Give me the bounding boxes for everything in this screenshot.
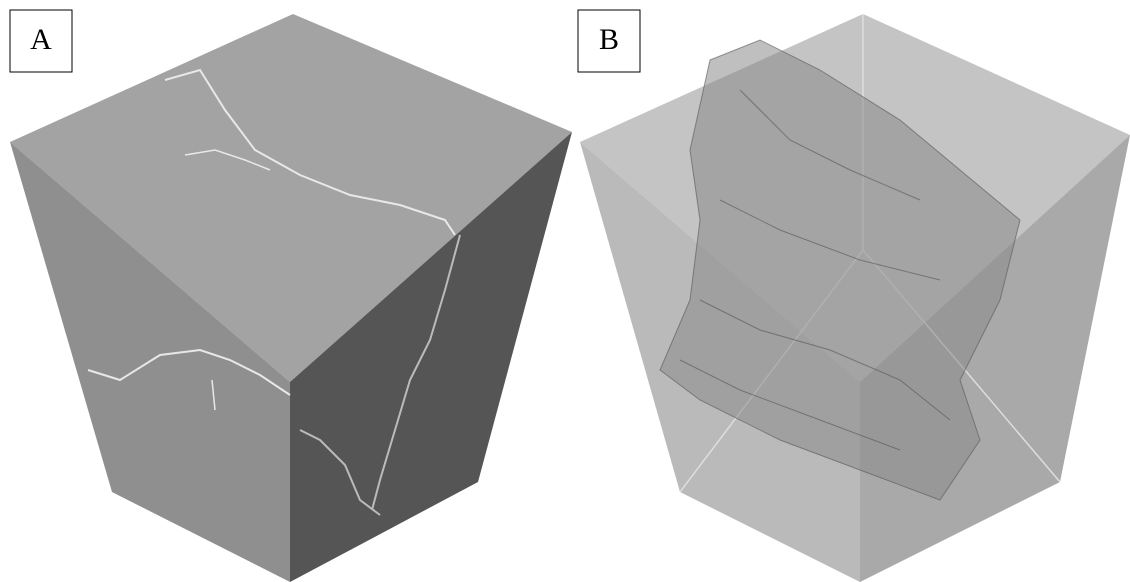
page: A B (() => { const data = JSON.parse(doc… [0,0,1130,582]
figure: A B [0,0,1130,582]
panel-label: A [30,23,52,56]
cube-b [580,14,1130,582]
cube-a [10,14,572,582]
panel-label: B [599,23,619,56]
